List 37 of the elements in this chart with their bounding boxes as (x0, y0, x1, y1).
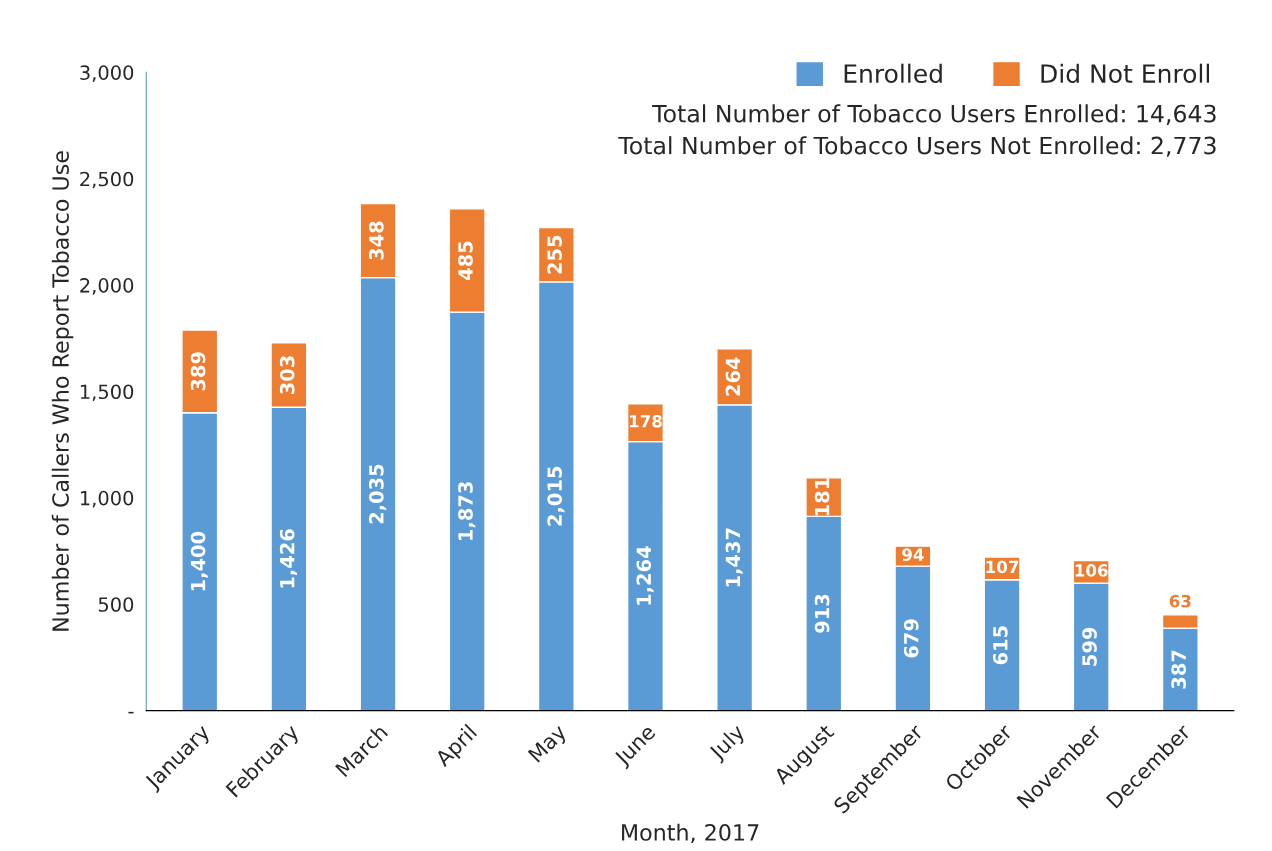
y-tick-label: 1,500 (80, 384, 134, 402)
data-label: 599 (1082, 627, 1097, 666)
legend-label: Enrolled (844, 63, 942, 84)
data-label: 106 (1075, 564, 1108, 577)
y-tick-label: 500 (98, 597, 134, 612)
data-label: 264 (725, 357, 741, 396)
y-tick-label: 2,000 (80, 278, 134, 295)
data-label: 348 (368, 221, 384, 260)
data-label: 94 (902, 548, 924, 561)
data-label: 679 (903, 619, 919, 658)
data-label: 1,426 (279, 529, 298, 588)
y-axis-title: Number of Callers Who Report Tobacco Use (51, 151, 74, 631)
data-label: 615 (993, 626, 1008, 665)
data-label: 387 (1171, 650, 1186, 689)
data-label: 178 (629, 414, 662, 428)
data-label: 1,437 (725, 528, 743, 587)
data-label: 255 (547, 235, 562, 274)
data-label: 913 (814, 594, 830, 633)
data-label: 63 (1169, 594, 1191, 608)
data-label: 181 (814, 478, 830, 516)
data-label: 2,035 (368, 464, 387, 524)
data-label: 303 (279, 356, 295, 394)
data-label: 2,015 (547, 466, 565, 526)
annotation: Total Number of Tobacco Users Enrolled: 14,643 (652, 104, 1216, 125)
data-label: 1,264 (636, 546, 654, 605)
legend-label: Did Not Enroll (1041, 63, 1209, 84)
data-label: 389 (190, 352, 206, 391)
data-label: 1,873 (458, 482, 476, 540)
data-label: 107 (986, 560, 1019, 574)
y-tick-label: 2,500 (80, 171, 134, 189)
y-tick-label: 3,000 (80, 65, 134, 82)
data-label: 1,400 (190, 531, 208, 591)
data-label: 485 (458, 241, 473, 280)
annotation: Total Number of Tobacco Users Not Enrolled: 2,773 (618, 136, 1216, 157)
x-axis-title: Month, 2017 (622, 823, 759, 844)
y-tick-label: - (128, 711, 134, 714)
y-tick-label: 1,000 (80, 490, 134, 508)
